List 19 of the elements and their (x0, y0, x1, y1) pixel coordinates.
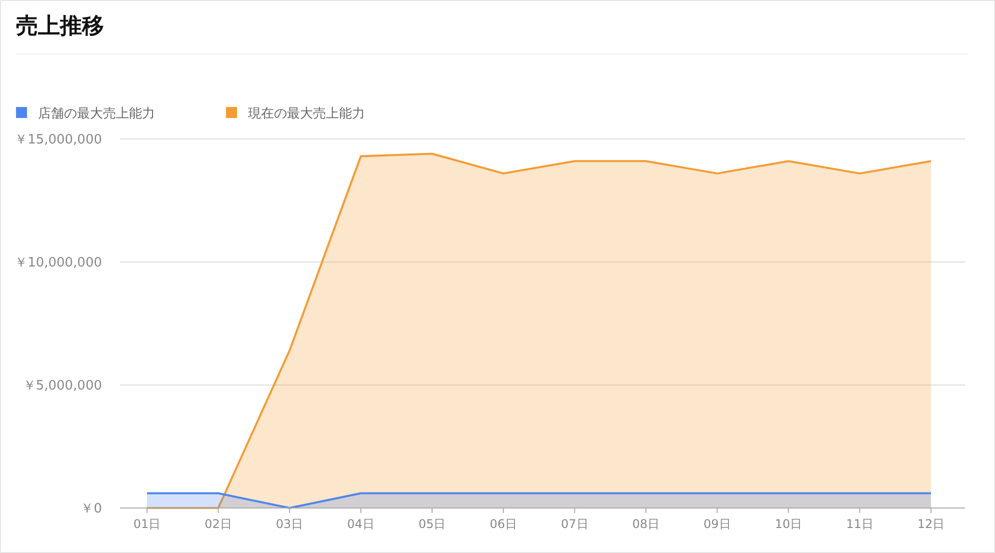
x-tick-label: 08日 (632, 517, 660, 531)
x-tick-label: 09日 (704, 517, 731, 531)
y-tick-label: ￥10,000,000 (14, 256, 102, 271)
x-tick-label: 02日 (204, 517, 232, 531)
legend-label: 現在の最大売上能力 (248, 106, 365, 122)
x-tick-label: 03日 (276, 517, 304, 531)
legend-label: 店舗の最大売上能力 (38, 106, 155, 122)
x-tick-label: 10日 (774, 517, 802, 531)
chart-title: 売上推移 (16, 14, 104, 39)
x-tick-label: 11日 (846, 517, 874, 531)
y-tick-label: ￥15,000,000 (14, 132, 102, 148)
y-tick-label: ￥5,000,000 (22, 378, 102, 394)
x-tick-label: 04日 (347, 517, 374, 531)
x-tick-label: 12日 (917, 517, 945, 531)
y-tick-label: ￥0 (80, 502, 102, 517)
x-tick-label: 07日 (560, 517, 588, 531)
x-tick-label: 06日 (490, 517, 518, 531)
x-tick-label: 01日 (133, 517, 161, 531)
x-tick-label: 05日 (418, 517, 446, 531)
